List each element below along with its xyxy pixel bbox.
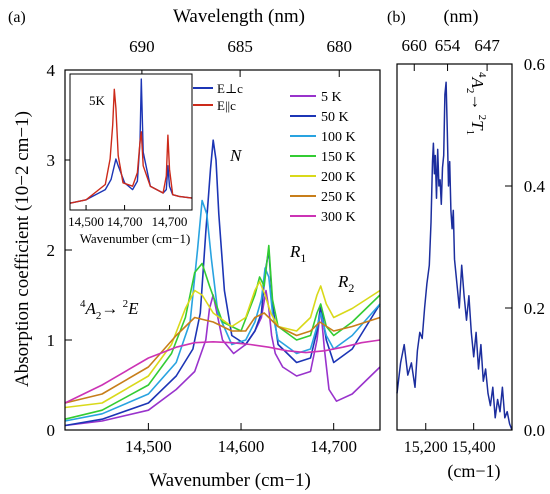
- peak-label-r1: R1: [289, 242, 306, 265]
- panel-a-label: (a): [8, 9, 26, 26]
- inset-temperature-label: 5K: [89, 93, 106, 108]
- panel-b-y-tick-label: 0.0: [524, 421, 545, 440]
- y-tick-label: 1: [47, 331, 56, 350]
- panel-a-x-axis-title: Wavenumber (cm−1): [149, 470, 311, 491]
- series-line-300-k: [64, 339, 381, 404]
- panel-b-plot: 15,200 15,400 0.0 0.2 0.4 0.6 660 654 647 4A2→ 2…: [396, 36, 546, 456]
- top-tick-label: 680: [326, 37, 352, 56]
- panel-b-y-tick-label: 0.4: [524, 177, 546, 196]
- panel-b-top-tick-label: 654: [435, 36, 461, 55]
- series-line-250-k: [64, 312, 381, 404]
- panel-b-label: (b): [387, 9, 406, 26]
- inset-plot: 5K 14,500 14,700 14,700 Wavenumber (cm−1) …: [68, 73, 243, 246]
- panel-a-y-axis-title: Absorption coefficient (10−2 cm−1): [12, 111, 33, 387]
- inset-series-group: [69, 78, 193, 204]
- series-line-5-k: [64, 289, 381, 427]
- legend-label-5-k: 5 K: [321, 90, 342, 105]
- panel-b-series-line: [396, 81, 513, 431]
- series-line-200-k: [64, 280, 381, 409]
- inset-series-line-e-c: [69, 88, 193, 204]
- panel-b-y-tick-label: 0.2: [524, 299, 545, 318]
- series-line-100-k: [64, 199, 381, 422]
- x-tick-label: 14,600: [218, 437, 265, 456]
- y-tick-label: 3: [47, 151, 56, 170]
- legend-label-150-k: 150 K: [321, 150, 356, 165]
- panel-b-top-tick-label: 647: [474, 36, 500, 55]
- inset-x-tick-label: 14,500: [68, 214, 104, 229]
- panel-b-top-axis-title: (nm): [444, 6, 479, 27]
- panel-a-legend: 5 K 50 K 100 K 150 K 200 K 250 K 300 K: [290, 90, 356, 225]
- y-tick-label: 4: [47, 61, 56, 80]
- panel-a-plot: 14,500 14,600 14,700 0 1 2 3 4 690 685 680 N R1 R2…: [47, 37, 381, 456]
- legend-label-200-k: 200 K: [321, 170, 356, 185]
- top-tick-label: 690: [129, 37, 155, 56]
- transition-label-a: 4A2→ 2E: [80, 298, 139, 322]
- transition-label-b: 4A2→ 2T1: [464, 72, 488, 135]
- panel-b-x-tick-label: 15,400: [452, 439, 496, 456]
- panel-b-x-tick-label: 15,200: [404, 439, 448, 456]
- inset-x-tick-label: 14,700: [152, 214, 188, 229]
- peak-label-r2: R2: [337, 272, 354, 295]
- panel-b-y-tick-label: 0.6: [524, 55, 545, 74]
- panel-a-series-group: [64, 139, 381, 427]
- inset-legend-label: E||c: [217, 98, 236, 113]
- inset-series-line-e-c: [69, 78, 193, 204]
- inset-x-axis-title: Wavenumber (cm−1): [80, 231, 191, 246]
- panel-a-ticks: 14,500 14,600 14,700 0 1 2 3 4 690 685 680: [47, 37, 358, 456]
- x-tick-label: 14,700: [310, 437, 357, 456]
- x-tick-label: 14,500: [125, 437, 172, 456]
- inset-x-tick-label: 14,700: [107, 214, 143, 229]
- panel-b-ticks: 15,200 15,400 0.0 0.2 0.4 0.6 660 654 647: [402, 36, 546, 456]
- legend-label-100-k: 100 K: [321, 130, 356, 145]
- panel-b-frame: [396, 63, 513, 431]
- inset-legend: E⊥c E||c: [193, 81, 243, 113]
- peak-label-n: N: [229, 146, 243, 165]
- inset-legend-label: E⊥c: [217, 81, 243, 96]
- panel-b-top-tick-label: 660: [402, 36, 428, 55]
- legend-label-50-k: 50 K: [321, 110, 349, 125]
- panel-b-series-group: [396, 81, 513, 431]
- legend-label-250-k: 250 K: [321, 190, 356, 205]
- top-tick-label: 685: [227, 37, 253, 56]
- series-line-150-k: [64, 244, 381, 420]
- y-tick-label: 0: [47, 421, 56, 440]
- inset-ticks: 14,500 14,700 14,700: [68, 205, 187, 229]
- legend-label-300-k: 300 K: [321, 210, 356, 225]
- y-tick-label: 2: [47, 241, 56, 260]
- inset-frame: [69, 73, 193, 211]
- panel-b-x-axis-title: (cm−1): [447, 461, 500, 482]
- panel-a-top-axis-title: Wavelength (nm): [173, 6, 305, 27]
